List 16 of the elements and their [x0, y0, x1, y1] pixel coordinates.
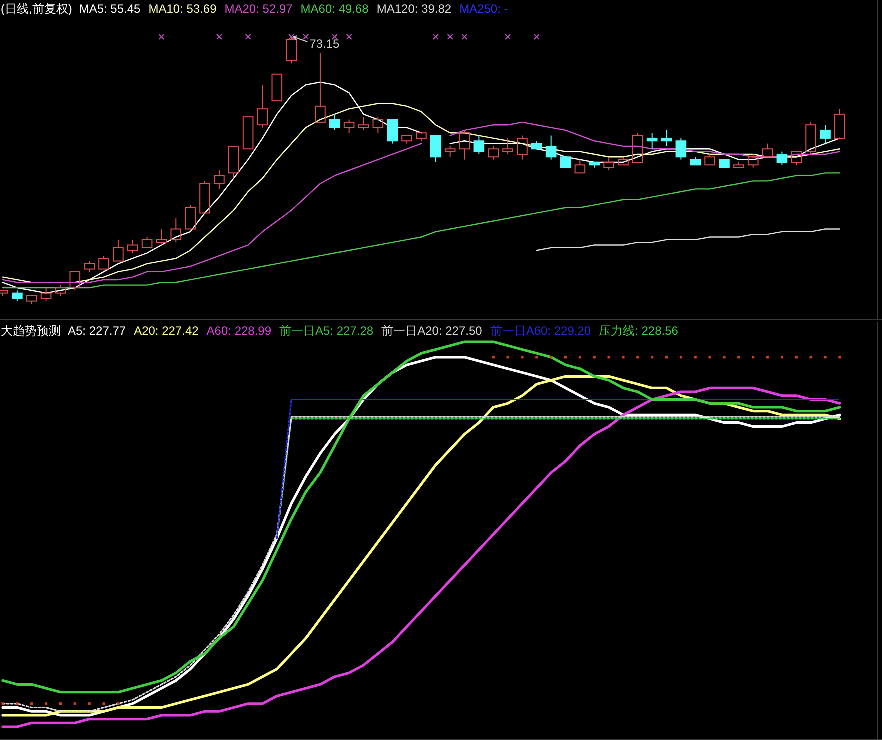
legend: MA5: 55.45	[79, 2, 141, 16]
annotation: 73.15	[310, 37, 340, 51]
legend: 前一日A20: 227.50	[382, 324, 482, 338]
legend: MA20: 52.97	[224, 2, 293, 16]
title: 大趋势预测	[1, 324, 61, 338]
legend: A60: 228.99	[206, 324, 272, 338]
legend: A20: 227.42	[134, 324, 199, 338]
legend: 压力线: 228.56	[599, 324, 678, 338]
legend: 前一日A5: 227.28	[280, 324, 374, 338]
legend: 前一日A60: 229.20	[490, 324, 592, 338]
legend: A5: 227.77	[68, 324, 126, 338]
legend: MA250: -	[460, 2, 508, 16]
legend: MA60: 49.68	[300, 2, 369, 16]
legend: MA120: 39.82	[376, 2, 452, 16]
legend: MA10: 53.69	[148, 2, 217, 16]
title: (日线,前复权)	[1, 2, 72, 16]
